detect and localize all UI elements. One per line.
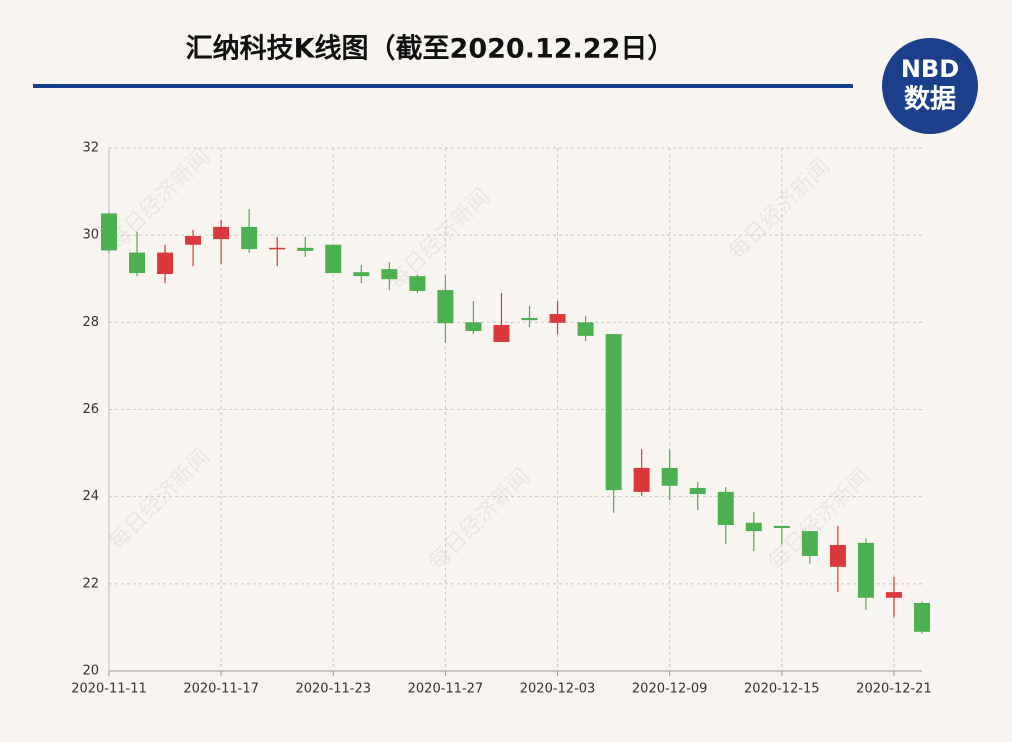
x-tick-label: 2020-11-27 [408, 682, 484, 697]
x-tick-label: 2020-12-21 [856, 682, 932, 697]
y-tick-label: 24 [82, 489, 99, 504]
candle-body [185, 236, 202, 245]
y-tick-label: 20 [82, 664, 99, 679]
candle-body [717, 491, 734, 525]
candle-body [269, 247, 286, 250]
candle-body [241, 226, 258, 250]
candle-body [157, 252, 174, 274]
logo-subtext: 数据 [904, 85, 956, 115]
candle-body [549, 314, 566, 323]
candle-body [409, 276, 426, 291]
chart-title: 汇纳科技K线图（截至2020.12.22日） [186, 33, 675, 65]
x-tick-label: 2020-11-23 [295, 682, 371, 697]
candle-body [885, 592, 902, 598]
logo-text: NBD [901, 55, 959, 83]
y-tick-label: 28 [82, 315, 99, 330]
candle-body [605, 334, 622, 491]
x-tick-label: 2020-11-17 [183, 682, 259, 697]
candle-body [493, 324, 510, 342]
candle-body [914, 603, 930, 632]
candle-body [661, 467, 678, 486]
candle-body [465, 322, 482, 332]
title-underline [33, 84, 853, 88]
x-tick-label: 2020-12-15 [744, 682, 820, 697]
candle-body [437, 290, 454, 324]
x-tick-label: 2020-12-09 [632, 682, 708, 697]
y-tick-label: 26 [82, 402, 99, 417]
logo [882, 38, 978, 134]
candle-body [829, 545, 846, 567]
candle-body [129, 252, 146, 274]
y-tick-label: 30 [82, 228, 99, 243]
candle-body [297, 247, 314, 251]
x-tick-label: 2020-12-03 [520, 682, 596, 697]
candle-body [857, 542, 874, 598]
candle-body [745, 522, 762, 532]
candle-body [633, 467, 650, 492]
candle-body [773, 525, 790, 529]
candle-body [381, 269, 398, 280]
candle-body [213, 226, 230, 240]
candle-body [521, 317, 538, 321]
candle-body [101, 213, 117, 251]
candle-body [689, 487, 706, 495]
y-tick-label: 22 [82, 576, 99, 591]
candle-body [577, 322, 594, 336]
x-tick-label: 2020-11-11 [71, 682, 147, 697]
candle-body [801, 531, 818, 556]
y-tick-label: 32 [82, 141, 99, 156]
candle-body [353, 272, 370, 277]
candle-body [325, 244, 342, 274]
